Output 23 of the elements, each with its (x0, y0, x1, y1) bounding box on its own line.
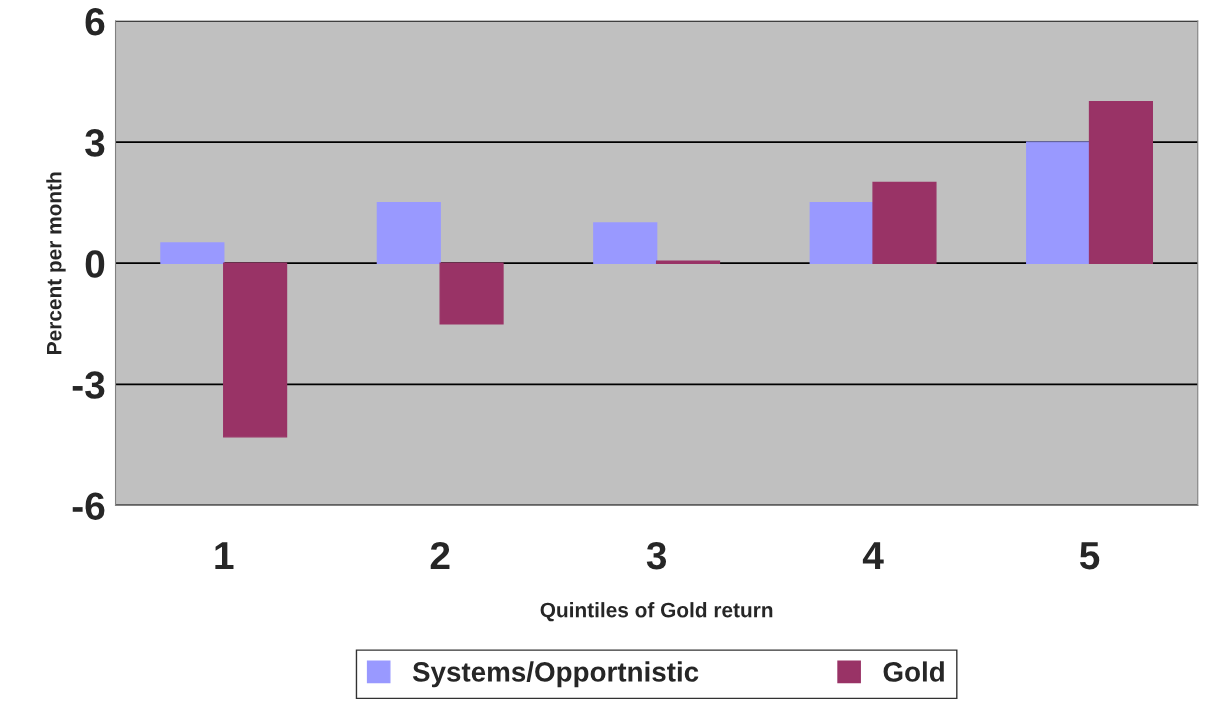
bar (872, 181, 937, 264)
legend-label: Systems/Opportnistic (412, 661, 699, 688)
x-tick-label: 4 (862, 542, 884, 570)
bar (593, 222, 658, 264)
y-tick-label: 3 (85, 129, 105, 157)
y-tick-label: -3 (72, 371, 105, 399)
legend-label: Gold (883, 661, 944, 682)
x-tick-label: 3 (646, 541, 667, 570)
bar (1088, 101, 1154, 264)
bar (376, 202, 441, 264)
y-tick-label: 0 (85, 250, 105, 278)
x-axis-title: Quintiles of Gold return (540, 602, 773, 622)
y-axis-title: Percent per month (46, 172, 66, 354)
y-tick-label: -6 (72, 492, 105, 520)
bar (223, 262, 288, 438)
bar (439, 262, 504, 325)
bar (160, 242, 225, 264)
bar (809, 202, 874, 264)
x-tick-label: 5 (1079, 542, 1100, 570)
bar (1026, 141, 1091, 264)
x-tick-label: 2 (430, 541, 450, 570)
y-tick-label: 6 (85, 8, 105, 36)
x-tick-label: 1 (215, 542, 234, 570)
